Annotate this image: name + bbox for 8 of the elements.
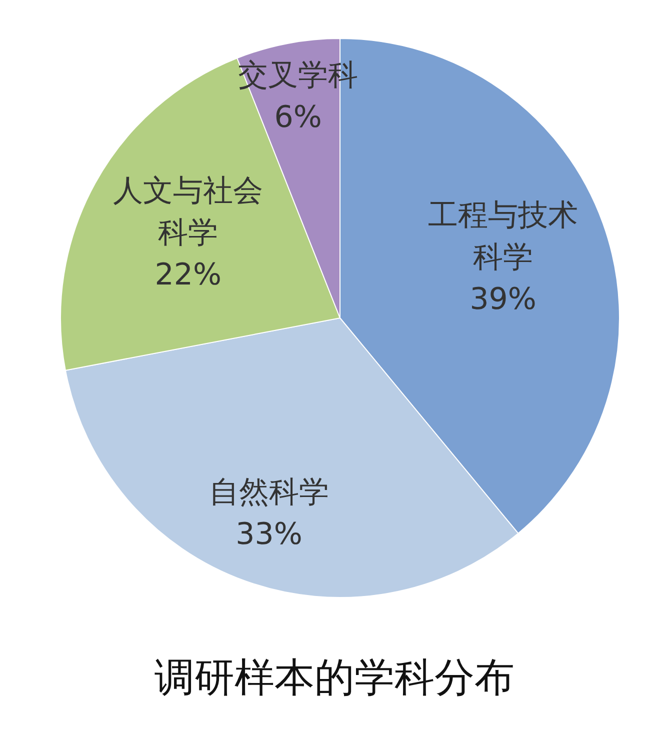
data-label: 22% (154, 257, 222, 292)
data-label: 6% (274, 100, 322, 136)
data-label: 39% (470, 282, 536, 318)
data-label: 33% (236, 517, 302, 552)
text: 调研样本的学科分布 (154, 654, 516, 703)
slice-label: 人文与社会科学 (113, 173, 264, 250)
slice-label: 工程与技术科学 (428, 198, 578, 276)
slice-label: 自然科学 (208, 475, 329, 510)
